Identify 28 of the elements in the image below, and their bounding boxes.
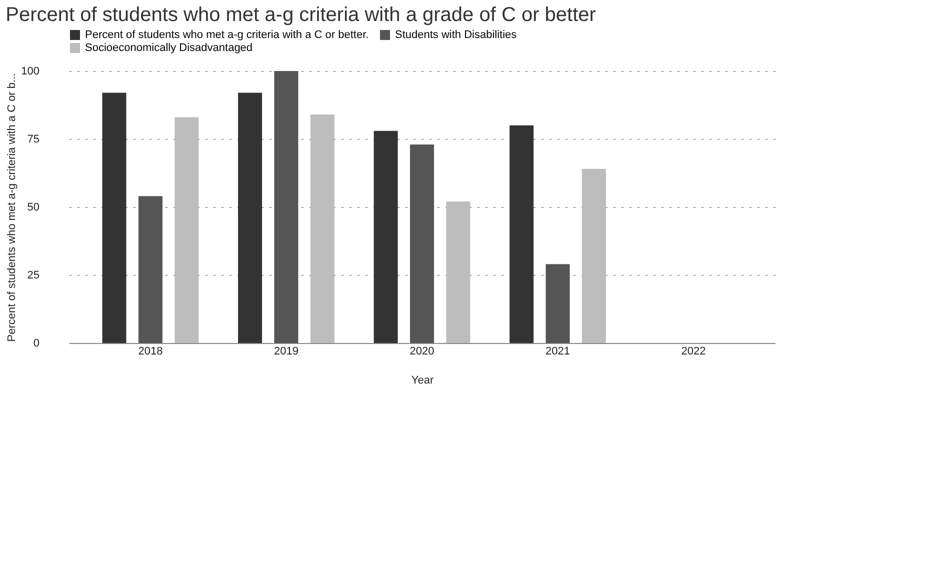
bar <box>102 92 126 343</box>
bar <box>446 202 470 343</box>
y-axis-title: Percent of students who met a-g criteria with a C or b... <box>6 73 18 342</box>
chart-title: Percent of students who met a-g criteria with a grade of C or better <box>6 4 596 26</box>
x-tick-label: 2019 <box>274 346 298 358</box>
bar <box>374 130 398 343</box>
bar <box>238 92 262 343</box>
bar <box>138 196 162 343</box>
legend-label: Students with Disabilities <box>395 29 518 41</box>
y-tick-label: 75 <box>27 134 40 146</box>
x-axis-title: Year <box>411 374 434 386</box>
y-tick-label: 25 <box>27 270 40 282</box>
y-tick-label: 100 <box>21 66 40 78</box>
y-tick-label: 0 <box>33 338 40 350</box>
x-tick-label: 2018 <box>138 346 163 358</box>
y-tick-label: 50 <box>27 202 40 214</box>
bar <box>174 117 199 343</box>
x-tick-label: 2021 <box>546 346 570 358</box>
bar <box>582 168 606 343</box>
x-tick-label: 2022 <box>681 346 706 358</box>
bar <box>274 71 298 343</box>
bar <box>310 114 334 343</box>
bar <box>546 264 570 343</box>
bar <box>410 144 434 343</box>
legend-label: Socioeconomically Disadvantaged <box>85 42 253 54</box>
legend-label: Percent of students who met a-g criteria with a C or better. <box>85 29 369 41</box>
x-tick-label: 2020 <box>410 346 434 358</box>
bar <box>510 125 534 343</box>
